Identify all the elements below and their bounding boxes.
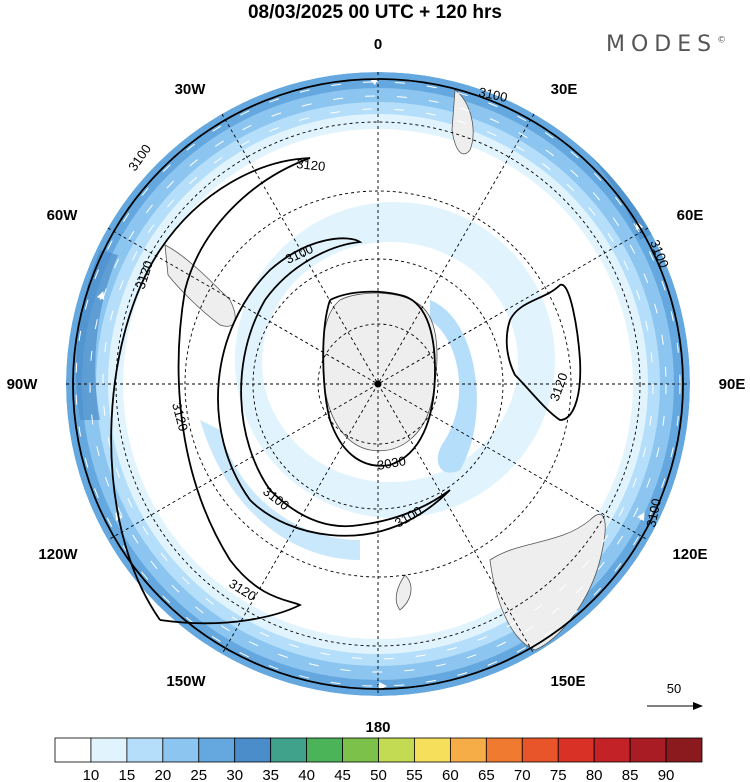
new-zealand-shape bbox=[395, 574, 412, 611]
colorbar-swatch bbox=[234, 737, 272, 763]
colorbar-tick-label: 75 bbox=[550, 767, 567, 782]
contour-label: 3100 bbox=[477, 84, 508, 105]
colorbar-tick-label: 25 bbox=[190, 767, 207, 782]
geopotential-contours bbox=[72, 78, 684, 690]
south-pole-marker bbox=[374, 380, 382, 388]
lon-label-150w: 150W bbox=[166, 673, 206, 690]
colorbar-tick-label: 65 bbox=[478, 767, 495, 782]
colorbar-tick-label: 55 bbox=[406, 767, 423, 782]
lon-label-90e: 90E bbox=[719, 376, 746, 393]
lon-label-120w: 120W bbox=[38, 546, 78, 563]
colorbar-swatch bbox=[485, 737, 523, 763]
colorbar-swatch bbox=[306, 737, 343, 763]
colorbar-tick-label: 50 bbox=[370, 767, 387, 782]
brand-name: MODES bbox=[606, 32, 718, 57]
colorbar-tick-label: 10 bbox=[83, 767, 100, 782]
colorbar-swatch bbox=[449, 737, 487, 763]
colorbar: 10 15 20 25 30 35 40 45 50 55 60 65 70 75 80 85 90 bbox=[54, 737, 703, 782]
reference-vector: 50 bbox=[647, 681, 703, 710]
lon-label-60w: 60W bbox=[47, 207, 79, 224]
antarctica-shape bbox=[322, 292, 438, 452]
colorbar-tick-label: 85 bbox=[622, 767, 639, 782]
colorbar-tick-label: 80 bbox=[586, 767, 603, 782]
contour-label: 3120 bbox=[296, 156, 326, 174]
contour-label: 3120 bbox=[169, 401, 191, 433]
colorbar-tick-label: 60 bbox=[442, 767, 459, 782]
lon-label-180: 180 bbox=[365, 719, 390, 736]
australia-shape bbox=[489, 513, 606, 651]
colorbar-tick-label: 90 bbox=[658, 767, 675, 782]
colorbar-swatch bbox=[126, 737, 164, 763]
lon-label-0: 0 bbox=[374, 36, 382, 53]
copyright-mark: © bbox=[717, 35, 727, 46]
lon-label-90w: 90W bbox=[7, 376, 39, 393]
colorbar-tick-label: 35 bbox=[262, 767, 279, 782]
map-title: 08/03/2025 00 UTC + 120 hrs bbox=[247, 2, 503, 23]
colorbar-tick-label: 20 bbox=[154, 767, 171, 782]
colorbar-swatch bbox=[90, 737, 128, 763]
colorbar-swatch bbox=[629, 737, 667, 763]
lon-label-60e: 60E bbox=[677, 207, 704, 224]
lon-label-150e: 150E bbox=[550, 673, 585, 690]
colorbar-tick-label: 30 bbox=[226, 767, 243, 782]
colorbar-swatch bbox=[54, 737, 92, 763]
contour-label: 3100 bbox=[125, 141, 154, 173]
colorbar-swatch bbox=[414, 737, 451, 763]
land-masses bbox=[164, 89, 606, 651]
colorbar-swatch bbox=[342, 737, 379, 763]
lon-label-30w: 30W bbox=[175, 81, 207, 98]
colorbar-swatch bbox=[198, 737, 236, 763]
contour-label: 3100 bbox=[643, 497, 664, 528]
colorbar-swatch bbox=[521, 737, 559, 763]
wind-vectors bbox=[75, 77, 681, 690]
colorbar-swatch bbox=[270, 737, 308, 763]
colorbar-tick-label: 70 bbox=[514, 767, 531, 782]
contour-label: 3030 bbox=[376, 453, 407, 473]
reference-vector-label: 50 bbox=[667, 681, 681, 696]
colorbar-swatch bbox=[378, 737, 415, 763]
colorbar-tick-label: 15 bbox=[119, 767, 136, 782]
colorbar-swatch bbox=[665, 737, 703, 763]
lon-label-30e: 30E bbox=[551, 81, 578, 98]
modes-logo: MODES© bbox=[606, 32, 726, 57]
colorbar-tick-label: 40 bbox=[298, 767, 315, 782]
colorbar-tick-label: 45 bbox=[334, 767, 351, 782]
lon-label-120e: 120E bbox=[672, 546, 707, 563]
colorbar-swatch bbox=[162, 737, 200, 763]
colorbar-swatch bbox=[557, 737, 595, 763]
longitude-labels: 0 30E 60E 90E 120E 150E 180 150W 120W 90… bbox=[7, 36, 746, 736]
colorbar-swatch bbox=[593, 737, 631, 763]
